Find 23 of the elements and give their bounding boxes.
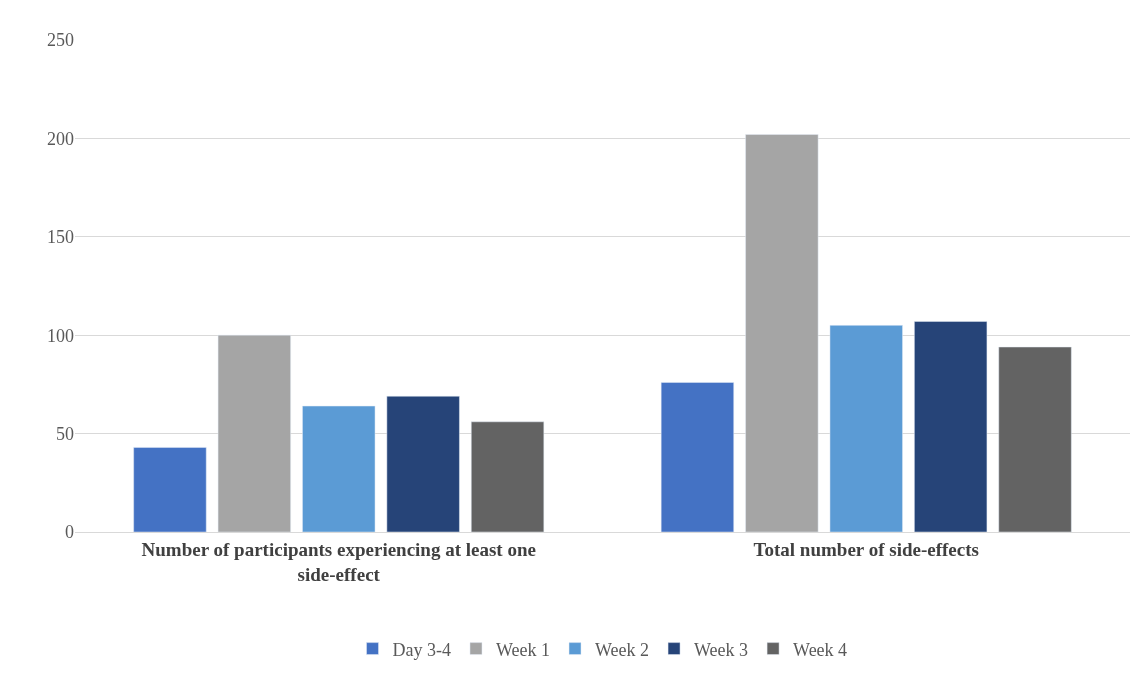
x-tick-label: Number of participants experiencing at least one side-effect bbox=[141, 538, 536, 585]
y-tick-label: 50 bbox=[56, 423, 74, 444]
y-tick-label: 200 bbox=[47, 128, 74, 149]
y-tick-label: 100 bbox=[47, 325, 74, 346]
y-tick-label: 250 bbox=[47, 30, 74, 51]
y-tick-label: 150 bbox=[47, 227, 74, 248]
bar bbox=[217, 334, 291, 532]
bar bbox=[302, 405, 376, 532]
bar bbox=[914, 321, 988, 532]
bar bbox=[829, 325, 903, 532]
bar bbox=[998, 346, 1072, 532]
legend-label: Week 1 bbox=[495, 639, 551, 660]
bar bbox=[133, 447, 207, 532]
y-tick-label: 0 bbox=[65, 522, 74, 543]
bar bbox=[386, 395, 460, 532]
bar bbox=[745, 134, 819, 532]
bar bbox=[660, 382, 734, 532]
legend-label: Day 3-4 bbox=[392, 639, 451, 660]
legend-label: Week 3 bbox=[694, 639, 749, 660]
bar bbox=[471, 421, 545, 532]
x-tick-label: Total number of side-effects bbox=[753, 538, 979, 560]
legend-label: Week 2 bbox=[595, 639, 650, 660]
legend-label: Week 4 bbox=[793, 639, 848, 660]
